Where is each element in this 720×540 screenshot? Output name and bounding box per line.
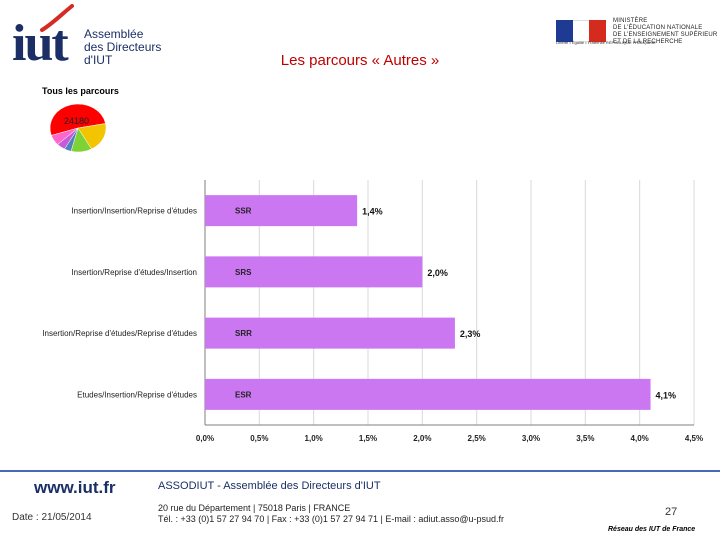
x-tick-label: 3,0% (522, 434, 540, 443)
category-label: Insertion/Reprise d'études/Insertion (71, 268, 197, 277)
bar-code-label: SRS (235, 268, 252, 277)
bar-ssr (205, 195, 358, 227)
logo-subtitle-line-1: Assemblée (84, 27, 144, 41)
x-tick-label: 0,0% (196, 434, 214, 443)
footer-organization: ASSODIUT - Assemblée des Directeurs d'IU… (158, 480, 381, 492)
pie-slice-0 (49, 103, 106, 136)
x-tick-label: 0,5% (250, 434, 268, 443)
bar-esr (205, 378, 651, 410)
x-tick-label: 2,0% (413, 434, 431, 443)
category-label: Insertion/Insertion/Reprise d'études (71, 207, 197, 216)
ministry-line-1: MINISTÈRE (613, 18, 648, 24)
footer-date: Date : 21/05/2014 (12, 512, 92, 523)
bar-value-label: 4,1% (656, 390, 677, 400)
footer-url-link[interactable]: www.iut.fr (34, 478, 116, 497)
logo-swoosh-icon (40, 4, 74, 32)
bar-srs (205, 256, 423, 288)
pie-chart (49, 103, 107, 153)
bar-value-label: 2,0% (427, 268, 448, 278)
footer-address: 20 rue du Département | 75018 Paris | FR… (158, 503, 351, 513)
bar-code-label: SSR (235, 207, 252, 216)
category-label: Insertion/Reprise d'études/Reprise d'étu… (42, 329, 197, 338)
logo-subtitle-line-3: d'IUT (84, 53, 113, 67)
ministry-line-3: DE L'ENSEIGNEMENT SUPÉRIEUR (613, 32, 718, 38)
ministry-motto: Liberté • Égalité • Fraternité RÉPUBLIQU… (556, 40, 656, 45)
x-tick-label: 3,5% (576, 434, 594, 443)
bar-value-label: 2,3% (460, 329, 481, 339)
category-label: Etudes/Insertion/Reprise d'études (77, 390, 197, 399)
ministry-line-2: DE L'ÉDUCATION NATIONALE (613, 25, 703, 31)
ministry-line-4: ET DE LA RECHERCHE (613, 39, 683, 45)
x-tick-label: 4,0% (631, 434, 649, 443)
french-flag-icon (556, 20, 606, 42)
bar-value-label: 1,4% (362, 207, 383, 217)
pie-slice-5 (51, 127, 79, 145)
logo-subtitle-line-2: des Directeurs (84, 40, 162, 54)
x-tick-label: 1,0% (305, 434, 323, 443)
bar-chart: 0,0% 0,5% 1,0% 1,5% 2,0% 2,5% 3,0% 3,5% 4,0% 4,5%… (42, 180, 703, 443)
footer-divider (0, 470, 720, 472)
iut-logo[interactable]: iut (12, 15, 69, 72)
pie-total-label: 24180 (64, 116, 90, 126)
footer-contact: Tél. : +33 (0)1 57 27 94 70 | Fax : +33 … (158, 514, 505, 524)
page-number: 27 (665, 506, 678, 518)
x-tick-label: 1,5% (359, 434, 377, 443)
slide-title: Les parcours « Autres » (280, 52, 440, 69)
x-tick-label: 2,5% (468, 434, 486, 443)
pie-title: Tous les parcours (42, 86, 119, 96)
bar-code-label: ESR (235, 390, 252, 399)
bar-srr (205, 317, 455, 349)
network-label: Réseau des IUT de France (608, 526, 696, 533)
bar-code-label: SRR (235, 329, 252, 338)
x-tick-label: 4,5% (685, 434, 703, 443)
